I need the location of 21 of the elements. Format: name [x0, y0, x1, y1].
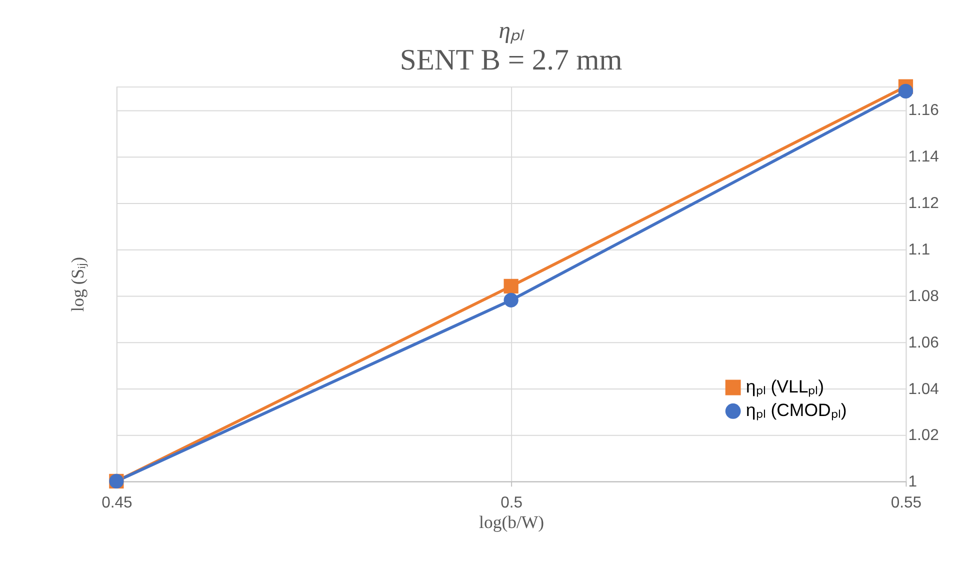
- y-tick-label: 1: [908, 474, 917, 491]
- x-tick-label: 0.55: [890, 494, 922, 512]
- chart-title: ηₚₗ: [498, 18, 524, 44]
- point: [898, 84, 914, 98]
- x-tick-label: 0.5: [500, 494, 523, 512]
- y-tick-label: 1.12: [908, 195, 939, 212]
- chart-subtitle: SENT B = 2.7 mm: [400, 44, 622, 76]
- y-tick-label: 1.1: [908, 241, 930, 258]
- y-tick-label: 1.04: [908, 380, 940, 398]
- legend-label: ηₚₗ (VLLₚₗ): [746, 376, 824, 398]
- y-tick-label: 1.02: [908, 427, 939, 444]
- y-tick-label: 1.08: [908, 288, 940, 305]
- y-tick-label: 1.06: [908, 334, 940, 352]
- y-tick-label: 1.16: [908, 102, 940, 120]
- point: [504, 278, 518, 294]
- x-axis-title: log(b/W): [479, 512, 544, 532]
- x-tick-label: 0.45: [102, 494, 132, 512]
- y-axis-title: log (Sᵢⱼ): [67, 256, 88, 312]
- legend-label: ηₚₗ (CMODₚₗ): [746, 400, 847, 422]
- point: [504, 292, 518, 308]
- y-tick-label: 1.14: [908, 148, 940, 166]
